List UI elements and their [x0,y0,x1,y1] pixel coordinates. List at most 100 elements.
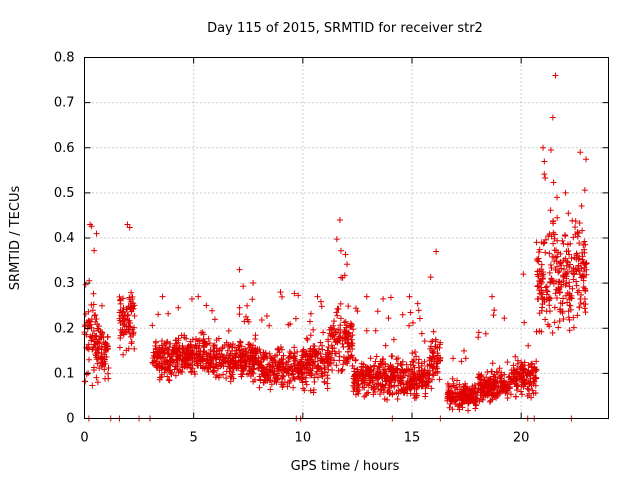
data-point [424,371,431,378]
data-point [242,354,249,361]
data-point [94,379,101,386]
data-point [317,298,324,305]
data-point [583,266,590,273]
y-tick-label: 0.1 [54,366,75,381]
data-point [266,361,273,368]
data-point [87,221,94,228]
data-point [167,368,174,375]
data-point [382,361,389,368]
data-point [499,384,506,391]
data-point [532,390,539,397]
data-point [395,355,402,362]
data-point [579,256,586,263]
data-point [333,236,340,243]
data-point [555,269,562,276]
data-point [563,262,570,269]
data-point [573,282,580,289]
data-point [351,368,358,375]
data-point [116,315,123,322]
data-point [400,381,407,388]
data-point [159,293,166,300]
data-point [339,340,346,347]
data-point [120,295,127,302]
data-point [179,342,186,349]
data-point [454,377,461,384]
data-point [318,355,325,362]
data-point [318,372,325,379]
data-point [489,396,496,403]
data-point [150,354,157,361]
data-point [372,327,379,334]
data-point [246,359,253,366]
data-point [574,289,581,296]
data-point [487,375,494,382]
data-point [449,406,456,413]
data-point [363,293,370,300]
data-point [229,371,236,378]
x-tick-label: 10 [295,431,312,446]
data-point [579,227,586,234]
data-point [151,358,158,365]
data-point [535,273,542,280]
data-point [338,367,345,374]
data-point [581,187,588,194]
data-point [175,304,182,311]
data-point [403,361,410,368]
y-tick-label: 0.8 [54,51,75,66]
data-point [538,261,545,268]
data-point [456,381,463,388]
data-point [85,317,92,324]
data-point [231,344,238,351]
data-point [581,238,588,245]
data-point [85,356,92,363]
data-point [307,332,314,339]
data-point [336,216,343,223]
data-point [500,386,507,393]
data-point [301,364,308,371]
data-point [557,259,564,266]
data-point [562,233,569,240]
data-point [306,361,313,368]
data-point [372,358,379,365]
data-point [290,354,297,361]
data-point [315,345,322,352]
data-point [572,266,579,273]
data-point [388,383,395,390]
data-point [309,352,316,359]
data-point [501,315,508,322]
data-point [172,372,179,379]
data-point [352,305,359,312]
data-point [82,378,89,385]
data-point [398,368,405,375]
data-point [231,363,238,370]
data-point [567,240,574,247]
data-point [187,360,194,367]
data-point [556,268,563,275]
y-tick-label: 0.4 [54,231,75,246]
data-point [525,386,532,393]
data-point [358,369,365,376]
data-point [367,355,374,362]
data-point [310,389,317,396]
data-point [236,304,243,311]
data-point [325,338,332,345]
data-point [286,348,293,355]
data-point [477,385,484,392]
data-point [340,361,347,368]
data-point [116,293,123,300]
data-point [227,355,234,362]
data-point [570,234,577,241]
data-point [466,394,473,401]
data-point [120,351,127,358]
data-point [124,221,131,228]
data-point [542,316,549,323]
data-point [478,373,485,380]
data-point [272,352,279,359]
data-point [232,350,239,357]
data-point [583,271,590,278]
data-point [196,342,203,349]
data-point [320,329,327,336]
data-point [258,317,265,324]
data-point [560,315,567,322]
data-point [179,349,186,356]
